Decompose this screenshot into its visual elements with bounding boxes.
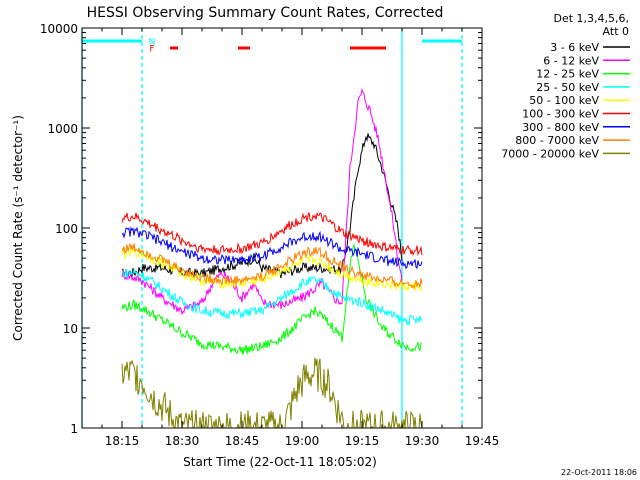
y-tick-label-0: 1 — [70, 422, 78, 436]
series-line-1 — [121, 87, 403, 316]
x-axis-label: Start Time (22-Oct-11 18:05:02) — [183, 455, 377, 469]
x-tick-label-0: 18:15 — [105, 434, 140, 448]
y-tick-label-2: 100 — [55, 222, 78, 236]
legend-header-line-1: Det 1,3,4,5,6, — [553, 12, 629, 25]
legend-label-3: 25 - 50 keV — [536, 81, 599, 94]
axes: 18:15 18:30 18:45 19:00 19:15 19:30 19:45 1 10 10… — [40, 22, 499, 448]
x-tick-label-6: 19:45 — [465, 434, 500, 448]
legend-label-4: 50 - 100 keV — [529, 94, 599, 107]
x-tick-label-3: 19:00 — [285, 434, 320, 448]
y-tick-label-1: 10 — [63, 322, 78, 336]
x-tick-label-4: 19:15 — [345, 434, 380, 448]
series-line-6 — [121, 226, 423, 270]
flag-label-F: F — [149, 45, 154, 55]
footer-date: 22-Oct-2011 18:06 — [561, 468, 637, 477]
x-tick-label-1: 18:30 — [165, 434, 200, 448]
legend-label-2: 12 - 25 keV — [536, 68, 599, 81]
series-line-4 — [121, 246, 423, 292]
x-tick-label-5: 19:30 — [405, 434, 440, 448]
plot-area: NF — [81, 28, 463, 430]
chart-title: HESSI Observing Summary Count Rates, Cor… — [87, 5, 444, 21]
series-line-5 — [121, 212, 423, 257]
series-line-8 — [121, 357, 423, 430]
y-tick-label-4: 10000 — [40, 22, 78, 36]
legend-label-1: 6 - 12 keV — [543, 54, 599, 67]
series-line-2 — [121, 242, 423, 355]
legend-label-7: 800 - 7000 keV — [515, 134, 599, 147]
flag-label-N: N — [149, 38, 156, 48]
y-tick-label-3: 1000 — [47, 122, 78, 136]
legend-label-6: 300 - 800 keV — [522, 121, 599, 134]
series-line-0 — [121, 133, 403, 279]
legend-label-5: 100 - 300 keV — [522, 108, 599, 121]
y-axis-label: Corrected Count Rate (s⁻¹ detector⁻¹) — [11, 115, 25, 341]
x-tick-label-2: 18:45 — [225, 434, 260, 448]
series-line-7 — [121, 243, 423, 290]
legend-label-0: 3 - 6 keV — [550, 41, 599, 54]
legend-header-line-2: Att 0 — [603, 25, 629, 38]
legend-label-8: 7000 - 20000 keV — [501, 147, 599, 160]
series-line-3 — [121, 267, 423, 327]
